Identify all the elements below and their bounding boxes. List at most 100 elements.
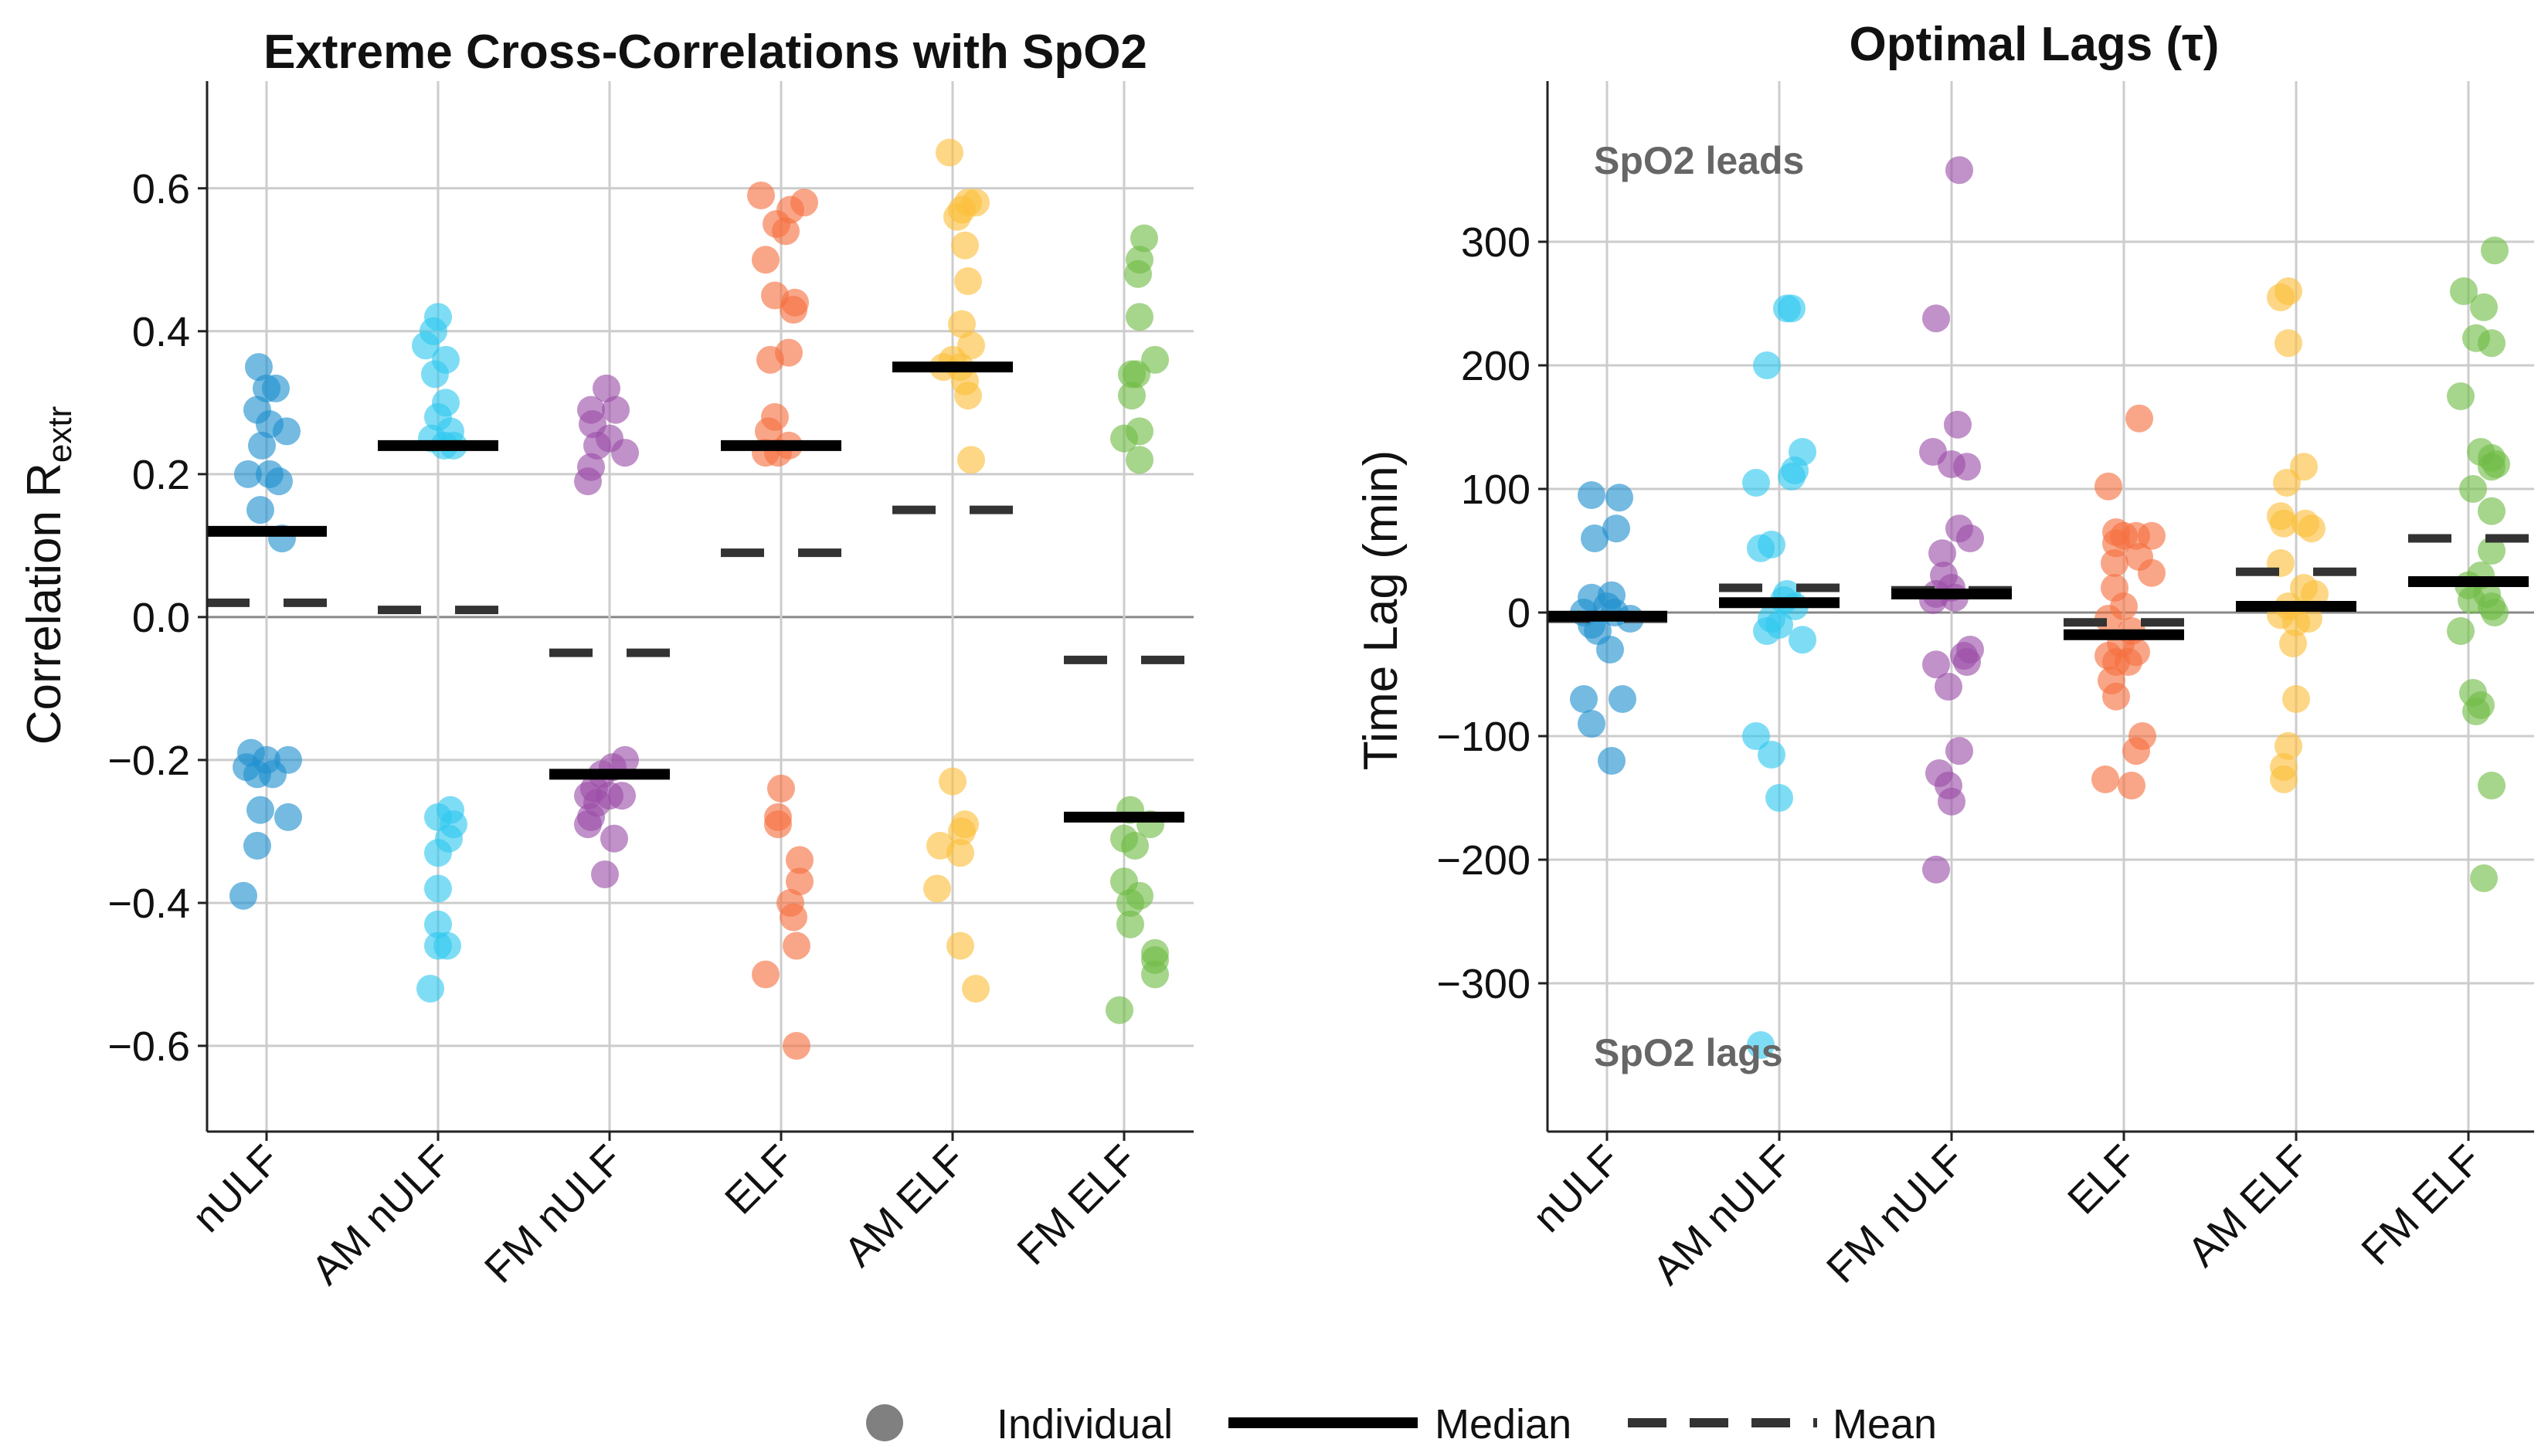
left-point-am-elf	[936, 138, 963, 167]
right-point-am-elf	[2282, 685, 2310, 713]
right-point-elf	[2125, 404, 2153, 433]
right-point-fm-nulf	[1945, 737, 1973, 765]
left-point-am-elf	[957, 446, 985, 474]
left-point-nulf	[273, 417, 301, 446]
left-point-fm-nulf	[611, 439, 639, 467]
legend-individual-label: Individual	[997, 1401, 1173, 1448]
right-point-nulf	[1605, 484, 1633, 512]
right-point-elf	[2102, 529, 2130, 558]
left-point-am-elf	[954, 382, 982, 410]
left-point-fm-elf	[1116, 888, 1144, 917]
right-x-tick-label: FM nULF	[1818, 1136, 1974, 1292]
legend-individual-marker	[866, 1404, 903, 1441]
right-point-am-nulf	[1747, 1031, 1775, 1059]
right-point-am-elf	[2275, 731, 2302, 760]
annotation-spo2-lags: SpO2 lags	[1594, 1031, 1783, 1074]
right-axes	[1546, 81, 2534, 1133]
right-point-fm-elf	[2462, 697, 2490, 725]
left-point-am-elf	[962, 974, 990, 1003]
annotation-spo2-leads: SpO2 leads	[1594, 139, 1804, 182]
right-point-am-nulf	[1742, 722, 1770, 750]
left-point-am-nulf	[424, 839, 452, 867]
left-point-am-nulf	[424, 874, 452, 903]
left-x-tick-label: nULF	[184, 1136, 289, 1241]
right-y-tick-label: 200	[1461, 343, 1530, 389]
right-point-fm-elf	[2470, 293, 2498, 321]
left-point-nulf	[229, 881, 257, 910]
left-point-fm-nulf	[608, 782, 636, 810]
left-point-elf	[775, 338, 803, 367]
right-point-elf	[2101, 549, 2128, 577]
right-point-nulf	[1596, 636, 1624, 664]
left-y-tick-label: 0.4	[132, 309, 190, 355]
left-point-elf	[783, 1031, 810, 1060]
left-point-am-nulf	[420, 317, 447, 345]
right-point-am-nulf	[1753, 617, 1781, 645]
left-x-tick-label: ELF	[716, 1136, 803, 1223]
left-y-tick-label: 0.2	[132, 452, 190, 498]
left-point-fm-elf	[1118, 382, 1146, 410]
left-point-am-elf	[946, 932, 974, 960]
right-point-fm-nulf	[1922, 650, 1950, 679]
right-point-nulf	[1578, 481, 1605, 509]
left-point-am-elf	[943, 202, 971, 231]
right-point-am-nulf	[1742, 469, 1770, 497]
left-point-nulf	[233, 753, 260, 782]
right-point-nulf	[1609, 685, 1636, 713]
left-point-elf	[764, 810, 792, 839]
right-y-tick-label: 0	[1507, 590, 1530, 636]
right-point-fm-elf	[2459, 475, 2487, 503]
left-point-fm-nulf	[574, 467, 602, 496]
right-grid	[1547, 81, 2534, 1132]
right-point-nulf	[1602, 514, 1630, 543]
left-point-elf	[786, 846, 814, 874]
right-point-nulf	[1570, 685, 1598, 713]
left-point-fm-nulf	[600, 824, 628, 853]
left-point-fm-elf	[1141, 345, 1169, 374]
left-x-tick-label: AM ELF	[835, 1136, 974, 1275]
left-point-fm-elf	[1141, 960, 1169, 989]
right-point-am-elf	[2275, 277, 2302, 305]
left-point-fm-nulf	[591, 860, 619, 888]
left-point-nulf	[234, 460, 262, 488]
right-point-am-nulf	[1789, 626, 1816, 654]
left-y-tick-label: −0.2	[107, 738, 190, 784]
left-point-nulf	[274, 803, 302, 831]
right-point-fm-nulf	[1944, 410, 1972, 439]
left-point-nulf	[262, 374, 290, 402]
left-y-ticks: 0.6 0.4 0.2 0.0 −0.2 −0.4 −0.6	[107, 166, 207, 1070]
right-point-fm-nulf	[1922, 304, 1950, 333]
right-point-am-elf	[2273, 469, 2301, 497]
right-point-elf	[2102, 682, 2130, 711]
left-point-elf	[767, 774, 795, 803]
left-point-nulf	[246, 496, 274, 524]
left-y-tick-label: −0.6	[107, 1023, 190, 1070]
right-point-fm-elf	[2478, 772, 2506, 799]
right-x-tick-label: ELF	[2059, 1136, 2145, 1223]
left-chart-title: Extreme Cross-Correlations with SpO2	[263, 25, 1147, 79]
left-grid	[207, 81, 1194, 1132]
left-point-elf	[790, 188, 818, 217]
left-point-am-nulf	[433, 932, 461, 960]
left-point-elf	[747, 182, 775, 210]
right-point-am-nulf	[1758, 741, 1785, 769]
right-point-am-elf	[2298, 514, 2325, 543]
left-y-axis-label: Correlation Rextr	[18, 406, 79, 745]
left-point-fm-elf	[1106, 996, 1133, 1024]
left-point-fm-nulf	[602, 395, 630, 424]
right-point-nulf	[1581, 524, 1609, 552]
left-point-am-elf	[923, 874, 951, 903]
left-y-tick-label: 0.0	[132, 595, 190, 641]
left-point-fm-elf	[1126, 446, 1153, 474]
right-point-fm-nulf	[1922, 855, 1950, 884]
right-point-fm-nulf	[1956, 524, 1984, 552]
right-point-am-elf	[2270, 765, 2298, 793]
left-point-am-elf	[951, 810, 979, 839]
right-point-nulf	[1598, 747, 1626, 775]
left-point-fm-nulf	[574, 810, 602, 839]
right-point-am-nulf	[1778, 294, 1806, 323]
right-y-tick-label: −200	[1436, 837, 1530, 884]
right-point-am-nulf	[1778, 463, 1806, 490]
right-point-elf	[2138, 521, 2166, 550]
